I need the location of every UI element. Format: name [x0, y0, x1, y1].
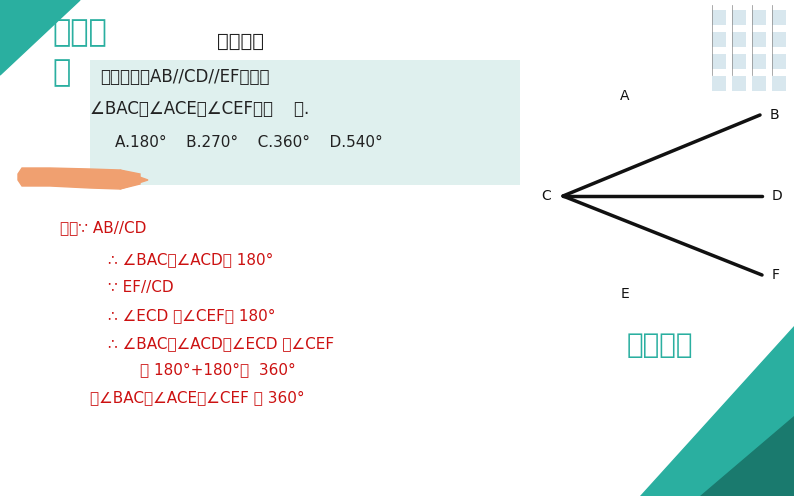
Text: ∠BAC＋∠ACE＋∠CEF＝（    ）.: ∠BAC＋∠ACE＋∠CEF＝（ ）.: [90, 100, 309, 118]
Bar: [752, 76, 766, 91]
Text: D: D: [772, 189, 783, 203]
Bar: [772, 10, 786, 25]
Text: 解：∵ AB//CD: 解：∵ AB//CD: [60, 220, 146, 235]
Text: ＝ 180°+180°＝  360°: ＝ 180°+180°＝ 360°: [140, 362, 295, 377]
FancyBboxPatch shape: [90, 60, 520, 185]
Text: B: B: [770, 108, 780, 122]
Text: ∵ EF//CD: ∵ EF//CD: [108, 280, 174, 295]
Bar: [712, 54, 726, 69]
Bar: [772, 32, 786, 47]
Bar: [752, 32, 766, 47]
Bar: [752, 54, 766, 69]
Bar: [712, 76, 726, 91]
Text: 如图，如果AB//CD//EF，那么: 如图，如果AB//CD//EF，那么: [100, 68, 269, 86]
Bar: [732, 32, 746, 47]
Text: ∴ ∠ECD ＋∠CEF＝ 180°: ∴ ∠ECD ＋∠CEF＝ 180°: [108, 308, 276, 323]
Text: 难点突破: 难点突破: [217, 32, 264, 51]
Bar: [732, 76, 746, 91]
Text: ∴ ∠BAC＋∠ACD＝ 180°: ∴ ∠BAC＋∠ACD＝ 180°: [108, 252, 273, 267]
Bar: [712, 32, 726, 47]
Text: A.180°    B.270°    C.360°    D.540°: A.180° B.270° C.360° D.540°: [115, 135, 383, 150]
Text: 规范解答: 规范解答: [626, 331, 693, 359]
Bar: [712, 10, 726, 25]
Text: A: A: [620, 89, 630, 103]
Bar: [732, 54, 746, 69]
Bar: [772, 54, 786, 69]
Text: 解: 解: [52, 58, 70, 87]
Polygon shape: [18, 168, 140, 189]
Polygon shape: [700, 416, 794, 496]
Text: E: E: [621, 287, 630, 301]
Polygon shape: [120, 170, 148, 189]
Text: 即∠BAC＋∠ACE＋∠CEF ＝ 360°: 即∠BAC＋∠ACE＋∠CEF ＝ 360°: [90, 390, 305, 405]
Polygon shape: [0, 0, 80, 75]
Text: 知识讲: 知识讲: [52, 18, 106, 47]
Bar: [772, 76, 786, 91]
Polygon shape: [640, 326, 794, 496]
Text: ∴ ∠BAC＋∠ACD＋∠ECD ＋∠CEF: ∴ ∠BAC＋∠ACD＋∠ECD ＋∠CEF: [108, 336, 334, 351]
Bar: [752, 10, 766, 25]
Bar: [732, 10, 746, 25]
Text: F: F: [772, 268, 780, 282]
Text: C: C: [542, 189, 551, 203]
